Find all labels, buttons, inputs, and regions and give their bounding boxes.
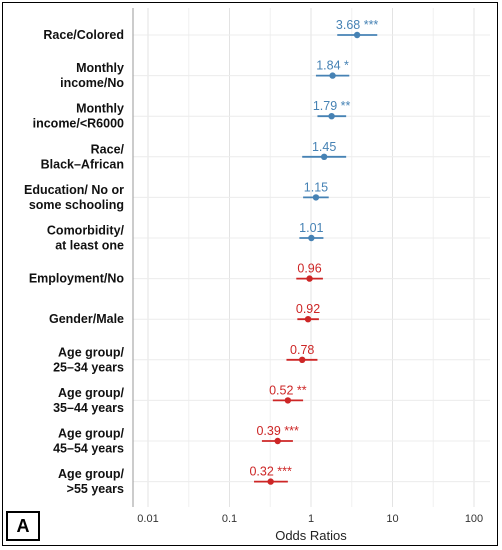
data-label: 3.68 *** (336, 18, 379, 32)
category-label: at least one (55, 239, 124, 253)
category-label: 45–54 years (53, 442, 124, 456)
point-estimate (304, 316, 312, 323)
category-label: Age group/ (58, 386, 124, 400)
data-label: 0.96 (297, 262, 321, 276)
data-label: 1.84 * (316, 59, 349, 73)
category-label: Age group/ (58, 345, 124, 359)
x-tick-label: 1 (308, 513, 314, 525)
x-tick-label: 0.01 (137, 513, 158, 525)
category-label: some schooling (29, 198, 124, 212)
category-label: income/No (60, 76, 124, 90)
point-estimate (308, 234, 315, 242)
figure-frame (2, 2, 498, 546)
point-estimate (306, 275, 313, 282)
category-label: Age group/ (58, 427, 124, 441)
data-label: 0.39 *** (256, 424, 299, 438)
point-estimate (274, 437, 281, 445)
category-label: 25–34 years (53, 360, 124, 374)
point-estimate (299, 356, 306, 363)
point-estimate (329, 72, 336, 79)
x-tick-label: 100 (465, 513, 483, 525)
category-label: Age group/ (58, 467, 124, 481)
data-label: 0.52 ** (269, 383, 307, 397)
category-label: Gender/Male (49, 312, 124, 326)
data-label: 0.92 (296, 302, 320, 316)
x-axis-label: Odds Ratios (275, 528, 347, 543)
category-label: Monthly (76, 61, 124, 75)
point-estimate (284, 397, 292, 404)
data-label: 1.01 (299, 221, 323, 235)
data-label: 0.32 *** (249, 465, 292, 479)
category-label: 35–44 years (53, 401, 124, 415)
x-tick-label: 10 (386, 513, 398, 525)
point-estimate (267, 478, 274, 485)
data-label: 1.79 ** (313, 99, 351, 113)
point-estimate (328, 113, 335, 120)
point-estimate (312, 194, 320, 201)
x-tick-label: 0.1 (222, 513, 237, 525)
category-label: Comorbidity/ (47, 224, 125, 238)
category-label: Employment/No (29, 272, 125, 286)
category-label: income/<R6000 (33, 117, 124, 131)
category-label: Race/ (91, 142, 125, 156)
data-label: 0.78 (290, 343, 314, 357)
category-label: Black–African (41, 157, 124, 171)
category-label: Race/Colored (43, 28, 124, 42)
data-label: 1.45 (312, 140, 336, 154)
point-estimate (320, 153, 328, 160)
category-label: >55 years (67, 482, 124, 496)
category-label: Monthly (76, 102, 124, 116)
data-label: 1.15 (304, 180, 328, 194)
panel-label: A (6, 511, 40, 541)
category-label: Education/ No or (24, 183, 124, 197)
point-estimate (353, 31, 361, 39)
